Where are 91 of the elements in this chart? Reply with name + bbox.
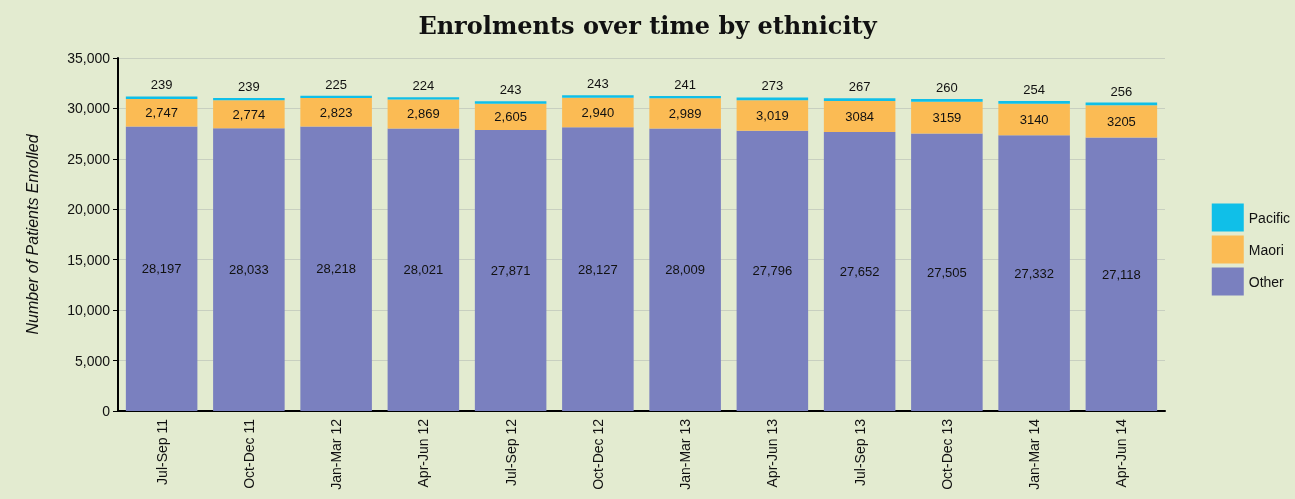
bar bbox=[125, 98, 198, 127]
x-tick-label: Oct-Dec 12 bbox=[589, 418, 606, 490]
data-label: 3140 bbox=[1019, 112, 1049, 127]
bar bbox=[736, 130, 809, 411]
bar bbox=[911, 99, 983, 102]
bar bbox=[1085, 105, 1158, 138]
y-tick-label: 25,000 bbox=[67, 150, 111, 167]
bar bbox=[562, 127, 634, 411]
data-label: 27,118 bbox=[1101, 266, 1141, 282]
bar bbox=[213, 128, 285, 411]
legend-label: Other bbox=[1248, 273, 1285, 290]
data-label: 241 bbox=[674, 76, 696, 92]
x-tick-label: Oct-Dec 11 bbox=[240, 418, 257, 489]
data-label: 239 bbox=[150, 77, 173, 93]
bar bbox=[300, 126, 372, 411]
bar bbox=[300, 97, 372, 127]
bar bbox=[736, 97, 809, 101]
data-label: 28,021 bbox=[403, 262, 444, 278]
bar bbox=[125, 96, 198, 99]
data-label: 28,197 bbox=[141, 261, 182, 277]
y-tick-label: 5,000 bbox=[74, 352, 111, 369]
bar bbox=[998, 101, 1070, 104]
bar bbox=[125, 126, 198, 411]
data-label: 2,774 bbox=[232, 106, 266, 122]
x-tick-label: Jan-Mar 12 bbox=[328, 418, 345, 490]
bar bbox=[474, 101, 547, 104]
x-tick-label: Jan-Mar 14 bbox=[1026, 418, 1043, 490]
data-label: 3084 bbox=[845, 109, 875, 125]
data-label: 2,989 bbox=[668, 105, 702, 121]
bar bbox=[998, 103, 1070, 136]
data-label: 2,747 bbox=[145, 105, 178, 121]
bar bbox=[562, 95, 634, 98]
y-tick-label: 35,000 bbox=[67, 50, 111, 66]
data-label: 2,823 bbox=[319, 104, 353, 120]
data-label: 28,009 bbox=[665, 262, 706, 278]
data-label: 28,127 bbox=[577, 261, 618, 277]
bar bbox=[649, 128, 721, 411]
data-label: 27,505 bbox=[926, 264, 967, 280]
x-tick-label: Jul-Sep 11 bbox=[153, 418, 170, 485]
data-label: 224 bbox=[412, 78, 435, 94]
x-tick-label: Jul-Sep 12 bbox=[502, 418, 519, 486]
data-label: 273 bbox=[761, 78, 784, 94]
data-label: 28,033 bbox=[228, 262, 269, 278]
x-tick-label: Apr-Jun 12 bbox=[415, 418, 432, 488]
bar bbox=[823, 98, 896, 102]
x-tick-label: Jul-Sep 13 bbox=[851, 418, 868, 486]
x-tick-label: Apr-Jun 13 bbox=[764, 418, 781, 488]
bar bbox=[911, 101, 983, 134]
bar bbox=[911, 133, 983, 411]
bar bbox=[387, 128, 460, 411]
y-tick-label: 15,000 bbox=[67, 251, 111, 268]
x-tick-label: Jan-Mar 13 bbox=[677, 418, 694, 490]
bar bbox=[998, 135, 1070, 411]
legend-label: Maori bbox=[1248, 241, 1284, 258]
data-label: 254 bbox=[1023, 82, 1045, 98]
bar bbox=[823, 101, 896, 133]
data-label: 2,605 bbox=[494, 109, 527, 125]
data-label: 3,019 bbox=[756, 107, 789, 123]
data-label: 260 bbox=[936, 80, 958, 96]
x-tick-label: Oct-Dec 13 bbox=[938, 418, 955, 490]
y-tick-label: 10,000 bbox=[67, 302, 111, 319]
y-tick-label: 0 bbox=[102, 403, 111, 419]
data-label: 225 bbox=[325, 76, 347, 92]
bar bbox=[474, 129, 547, 411]
bar bbox=[649, 98, 721, 129]
data-label: 3159 bbox=[932, 110, 962, 126]
data-label: 3205 bbox=[1106, 113, 1136, 129]
y-tick-label: 20,000 bbox=[67, 201, 111, 218]
bar bbox=[213, 100, 285, 129]
data-label: 256 bbox=[1110, 83, 1133, 99]
legend-label: Pacific bbox=[1248, 209, 1290, 226]
bar bbox=[1085, 137, 1158, 411]
x-tick-label: Apr-Jun 14 bbox=[1113, 418, 1130, 488]
bar bbox=[736, 100, 809, 131]
data-label: 239 bbox=[238, 78, 260, 94]
data-label: 2,940 bbox=[581, 104, 615, 120]
data-label: 27,652 bbox=[839, 264, 880, 280]
y-tick-label: 30,000 bbox=[67, 100, 111, 117]
data-label: 243 bbox=[499, 82, 522, 98]
data-label: 2,869 bbox=[407, 106, 440, 122]
data-label: 27,332 bbox=[1014, 265, 1055, 281]
data-label: 27,871 bbox=[490, 262, 531, 278]
bar bbox=[562, 97, 634, 128]
chart-title: Enrolments over time by ethnicity bbox=[418, 10, 878, 40]
bar bbox=[387, 99, 460, 129]
data-label: 243 bbox=[587, 76, 609, 92]
y-axis-title: Number of Patients Enrolled bbox=[23, 133, 41, 335]
data-label: 28,218 bbox=[316, 261, 357, 277]
data-label: 27,796 bbox=[752, 263, 793, 279]
data-label: 267 bbox=[848, 79, 871, 95]
bar bbox=[823, 132, 896, 411]
